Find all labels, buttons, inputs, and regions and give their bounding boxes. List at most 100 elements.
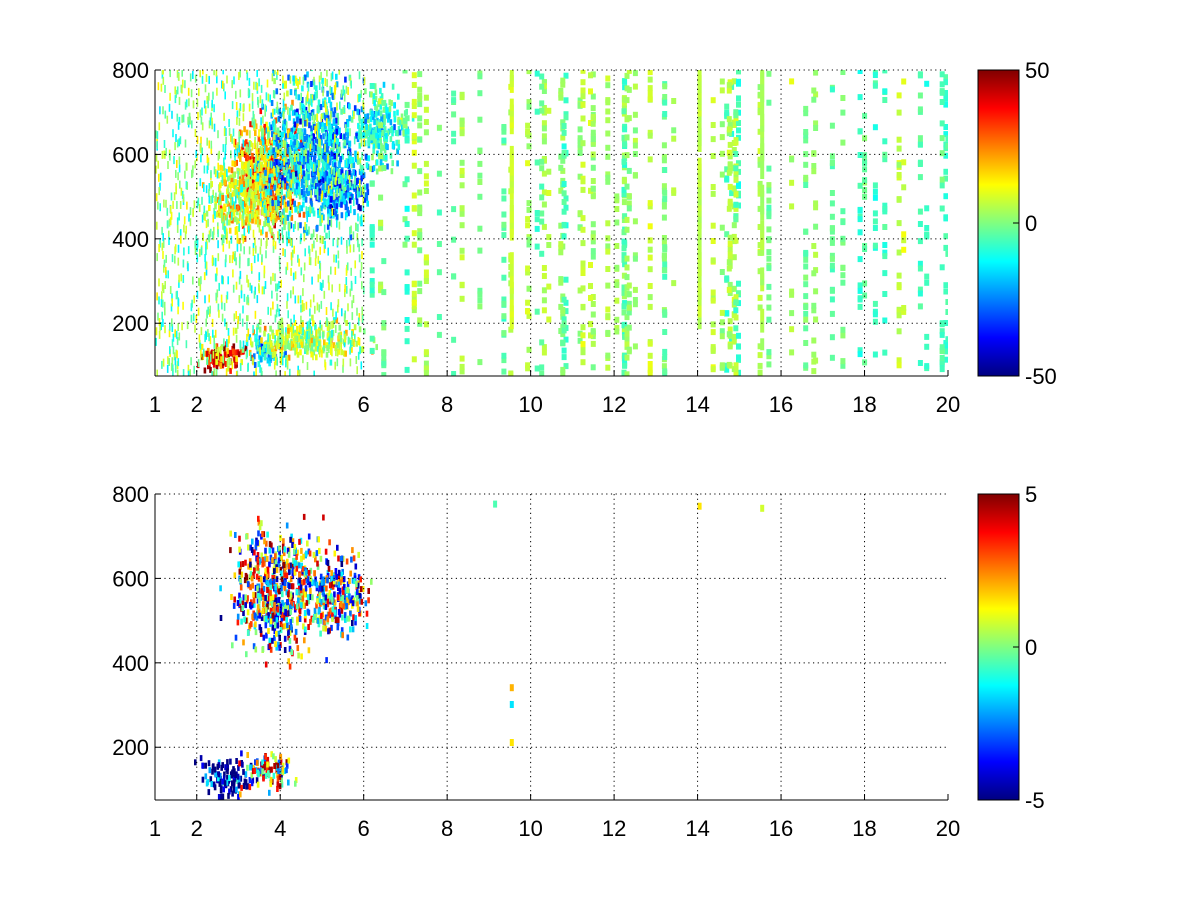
heatmap-cell bbox=[297, 254, 299, 263]
heatmap-cell bbox=[411, 205, 417, 212]
heatmap-cell bbox=[526, 143, 532, 150]
heatmap-cell bbox=[287, 221, 290, 230]
heatmap-cell bbox=[242, 340, 245, 349]
heatmap-cell bbox=[378, 153, 384, 160]
heatmap-cell bbox=[917, 265, 923, 272]
heatmap-cell bbox=[662, 354, 668, 361]
heatmap-cell bbox=[411, 296, 417, 303]
heatmap-cell bbox=[159, 322, 161, 331]
heatmap-cell bbox=[541, 344, 547, 351]
heatmap-cell bbox=[252, 325, 254, 334]
heatmap-cell bbox=[190, 314, 193, 323]
heatmap-cell bbox=[223, 162, 226, 171]
heatmap-cell bbox=[290, 340, 293, 347]
heatmap-cell bbox=[189, 369, 191, 376]
heatmap-cell bbox=[211, 99, 213, 108]
heatmap-cell bbox=[289, 222, 293, 229]
heatmap-cell bbox=[201, 122, 204, 131]
heatmap-cell bbox=[269, 334, 271, 343]
heatmap-cell bbox=[346, 245, 348, 254]
heatmap-cell bbox=[310, 178, 313, 185]
heatmap-cell bbox=[203, 183, 205, 192]
heatmap-cell bbox=[390, 100, 393, 106]
heatmap-cell bbox=[371, 166, 374, 173]
heatmap-cell bbox=[348, 322, 351, 331]
heatmap-cell bbox=[266, 189, 270, 195]
heatmap-cell bbox=[266, 126, 269, 135]
heatmap-cell bbox=[380, 143, 383, 150]
heatmap-cell bbox=[163, 301, 166, 310]
heatmap-cell bbox=[286, 300, 288, 309]
heatmap-cell bbox=[727, 161, 733, 168]
heatmap-cell bbox=[526, 70, 532, 75]
heatmap-cell bbox=[355, 340, 358, 347]
heatmap-cell bbox=[203, 205, 206, 214]
heatmap-cell bbox=[590, 311, 596, 318]
heatmap-cell bbox=[277, 195, 280, 202]
heatmap-cell bbox=[588, 320, 593, 327]
heatmap-cell bbox=[417, 320, 423, 327]
heatmap-cell bbox=[319, 170, 321, 179]
heatmap-cell bbox=[159, 106, 161, 115]
heatmap-cell bbox=[245, 176, 248, 183]
heatmap-cell bbox=[236, 167, 239, 174]
heatmap-cell bbox=[314, 163, 316, 172]
heatmap-cell bbox=[501, 211, 507, 218]
heatmap-cell bbox=[178, 156, 181, 165]
heatmap-cell bbox=[417, 280, 423, 287]
heatmap-cell bbox=[274, 273, 276, 282]
heatmap-cell bbox=[561, 150, 567, 156]
heatmap-cell bbox=[525, 222, 531, 229]
heatmap-cell bbox=[238, 195, 240, 204]
heatmap-cell bbox=[789, 349, 795, 356]
heatmap-cell bbox=[279, 163, 283, 170]
heatmap-cell bbox=[757, 180, 763, 187]
heatmap-cell bbox=[404, 221, 410, 227]
heatmap-cell bbox=[477, 90, 483, 97]
heatmap-cell bbox=[560, 339, 566, 346]
heatmap-cell bbox=[943, 79, 948, 86]
heatmap-cell bbox=[377, 109, 380, 116]
heatmap-cell bbox=[348, 140, 352, 147]
heatmap-cell bbox=[331, 133, 335, 140]
heatmap-cell bbox=[803, 281, 809, 288]
heatmap-cell bbox=[311, 98, 313, 107]
heatmap-cell bbox=[259, 185, 262, 192]
heatmap-cell bbox=[621, 272, 627, 279]
heatmap-cell bbox=[359, 179, 361, 188]
heatmap-cell bbox=[662, 348, 668, 355]
heatmap-cell bbox=[319, 104, 323, 110]
heatmap-cell bbox=[733, 165, 739, 172]
heatmap-cell bbox=[284, 140, 287, 149]
heatmap-cell bbox=[872, 300, 878, 307]
heatmap-cell bbox=[724, 231, 730, 238]
heatmap-cell bbox=[231, 80, 233, 89]
heatmap-cell bbox=[896, 362, 902, 369]
heatmap-cell bbox=[278, 108, 281, 115]
heatmap-cell bbox=[327, 275, 330, 284]
heatmap-cell bbox=[727, 343, 733, 350]
heatmap-cell bbox=[200, 349, 202, 358]
heatmap-cell bbox=[246, 333, 248, 342]
heatmap-cell bbox=[541, 133, 547, 140]
heatmap-cell bbox=[360, 220, 363, 227]
heatmap-cell bbox=[357, 239, 359, 248]
heatmap-cell bbox=[270, 212, 272, 220]
heatmap-cell bbox=[647, 361, 653, 367]
heatmap-cell bbox=[358, 168, 362, 175]
heatmap-cell bbox=[232, 348, 235, 355]
heatmap-cell bbox=[624, 314, 630, 321]
heatmap-cell bbox=[294, 343, 297, 350]
heatmap-cell bbox=[218, 199, 220, 208]
heatmap-cell bbox=[882, 291, 888, 297]
heatmap-cell bbox=[857, 296, 863, 303]
heatmap-cell bbox=[236, 231, 239, 240]
heatmap-cell bbox=[404, 235, 410, 242]
heatmap-cell bbox=[338, 70, 341, 75]
heatmap-cell bbox=[317, 99, 321, 106]
heatmap-cell bbox=[276, 150, 280, 157]
heatmap-cell bbox=[169, 92, 171, 101]
heatmap-cell bbox=[624, 255, 630, 262]
heatmap-cell bbox=[451, 336, 457, 343]
heatmap-cell bbox=[169, 346, 171, 355]
